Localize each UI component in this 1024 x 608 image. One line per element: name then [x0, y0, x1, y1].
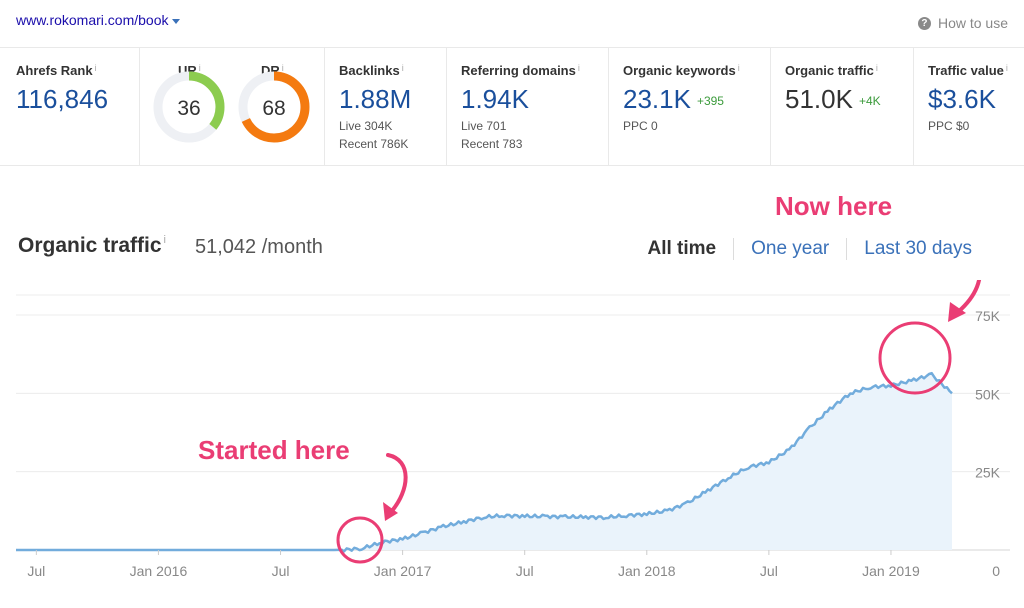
info-icon[interactable]: i: [1005, 63, 1008, 73]
metric-organic-traffic: Organic traffic i 51.0K +4K: [771, 48, 914, 166]
annotation-marks: [336, 280, 981, 564]
metric-traffic-value: Traffic value i $3.6K PPC $0: [914, 48, 1024, 166]
target-url-dropdown[interactable]: www.rokomari.com/book: [16, 12, 180, 28]
ur-gauge-arc: [153, 71, 225, 143]
how-to-use-link[interactable]: ? How to use: [917, 15, 1008, 31]
info-icon[interactable]: i: [198, 63, 201, 73]
info-icon[interactable]: i: [577, 63, 580, 73]
chevron-down-icon: [171, 18, 180, 24]
referring-domains-live: Live 701: [461, 119, 507, 133]
traffic-area: [16, 373, 952, 552]
section-traffic-value: 51,042 /month: [195, 236, 323, 258]
info-icon[interactable]: i: [875, 63, 878, 73]
backlinks-value[interactable]: 1.88M: [339, 84, 412, 114]
x-tick-label: Jul: [272, 563, 290, 579]
info-icon[interactable]: i: [401, 63, 404, 73]
x-tick-label: Jul: [760, 563, 778, 579]
ahrefs-rank-label: Ahrefs Rank: [16, 63, 93, 78]
now-highlight-circle: [878, 321, 952, 395]
y-axis-labels: 0 25K 50K 75K: [975, 308, 1001, 579]
now-arrow: [956, 280, 981, 314]
tab-one-year[interactable]: One year: [734, 238, 848, 260]
metric-ur-dr: UR i 36 DR i 68: [140, 48, 325, 166]
organic-traffic-label: Organic traffic: [785, 63, 874, 78]
x-tick-label: Jan 2018: [618, 563, 676, 579]
info-icon[interactable]: i: [163, 234, 166, 246]
start-arrowhead: [383, 502, 398, 521]
y-tick-label: 25K: [975, 465, 1001, 481]
traffic-value-label: Traffic value: [928, 63, 1004, 78]
referring-domains-recent: Recent 783: [461, 137, 523, 151]
info-icon[interactable]: i: [94, 63, 97, 73]
x-tick-label: Jan 2017: [374, 563, 432, 579]
ur-value: 36: [177, 97, 200, 120]
traffic-value-value[interactable]: $3.6K: [928, 84, 996, 114]
organic-keywords-value[interactable]: 23.1K: [623, 84, 691, 114]
start-arrow: [386, 453, 408, 514]
y-tick-label: 0: [992, 563, 1000, 579]
tab-all-time[interactable]: All time: [647, 238, 735, 260]
backlinks-live: Live 304K: [339, 119, 393, 133]
organic-traffic-value: 51.0K: [785, 84, 853, 114]
metrics-row: Ahrefs Rank i 116,846 UR i 36 DR i 68 Backl…: [0, 48, 1024, 166]
organic-keywords-delta: +395: [696, 94, 724, 109]
organic-keywords-ppc: PPC 0: [623, 119, 658, 133]
dr-value: 68: [262, 97, 285, 120]
time-range-tabs: All time One year Last 30 days: [647, 238, 972, 260]
start-highlight-circle: [336, 516, 384, 564]
backlinks-label: Backlinks: [339, 63, 400, 78]
x-tick-label: Jan 2019: [862, 563, 920, 579]
info-icon[interactable]: i: [281, 63, 284, 73]
annotation-now-here: Now here: [775, 191, 893, 221]
metric-ahrefs-rank: Ahrefs Rank i 116,846: [0, 48, 140, 166]
tab-last-30-days[interactable]: Last 30 days: [864, 238, 972, 259]
x-tick-label: Jan 2016: [130, 563, 188, 579]
referring-domains-label: Referring domains: [461, 63, 576, 78]
section-title: Organic traffic: [18, 234, 162, 257]
x-axis-labels: Jul Jan 2016 Jul Jan 2017 Jul Jan 2018 Jul Jan …: [27, 550, 920, 579]
traffic-value-ppc: PPC $0: [928, 119, 970, 133]
dr-gauge[interactable]: 68: [237, 70, 311, 144]
top-bar: www.rokomari.com/book ? How to use: [0, 0, 1024, 48]
y-tick-label: 75K: [975, 308, 1001, 324]
y-tick-label: 50K: [975, 386, 1001, 402]
help-icon: ?: [917, 16, 931, 30]
organic-keywords-label: Organic keywords: [623, 63, 736, 78]
dr-gauge-arc: [238, 71, 310, 143]
x-tick-label: Jul: [27, 563, 45, 579]
how-to-use-label: How to use: [937, 15, 1008, 31]
annotation-started-here: Started here: [198, 435, 350, 465]
ahrefs-rank-value[interactable]: 116,846: [16, 84, 109, 114]
now-arrowhead: [948, 302, 966, 322]
target-url: www.rokomari.com/book: [16, 12, 169, 28]
organic-traffic-delta: +4K: [858, 94, 881, 109]
ur-gauge[interactable]: 36: [152, 70, 226, 144]
metric-organic-keywords: Organic keywords i 23.1K +395 PPC 0: [609, 48, 771, 166]
info-icon[interactable]: i: [737, 63, 740, 73]
metric-referring-domains: Referring domains i 1.94K Live 701 Recent…: [447, 48, 609, 166]
x-tick-label: Jul: [516, 563, 534, 579]
organic-traffic-chart[interactable]: 0 25K 50K 75K Jul Jan 2016 Jul Jan 2017 Jul Jan …: [0, 280, 1024, 608]
referring-domains-value[interactable]: 1.94K: [461, 84, 529, 114]
metric-backlinks: Backlinks i 1.88M Live 304K Recent 786K: [325, 48, 447, 166]
backlinks-recent: Recent 786K: [339, 137, 409, 151]
